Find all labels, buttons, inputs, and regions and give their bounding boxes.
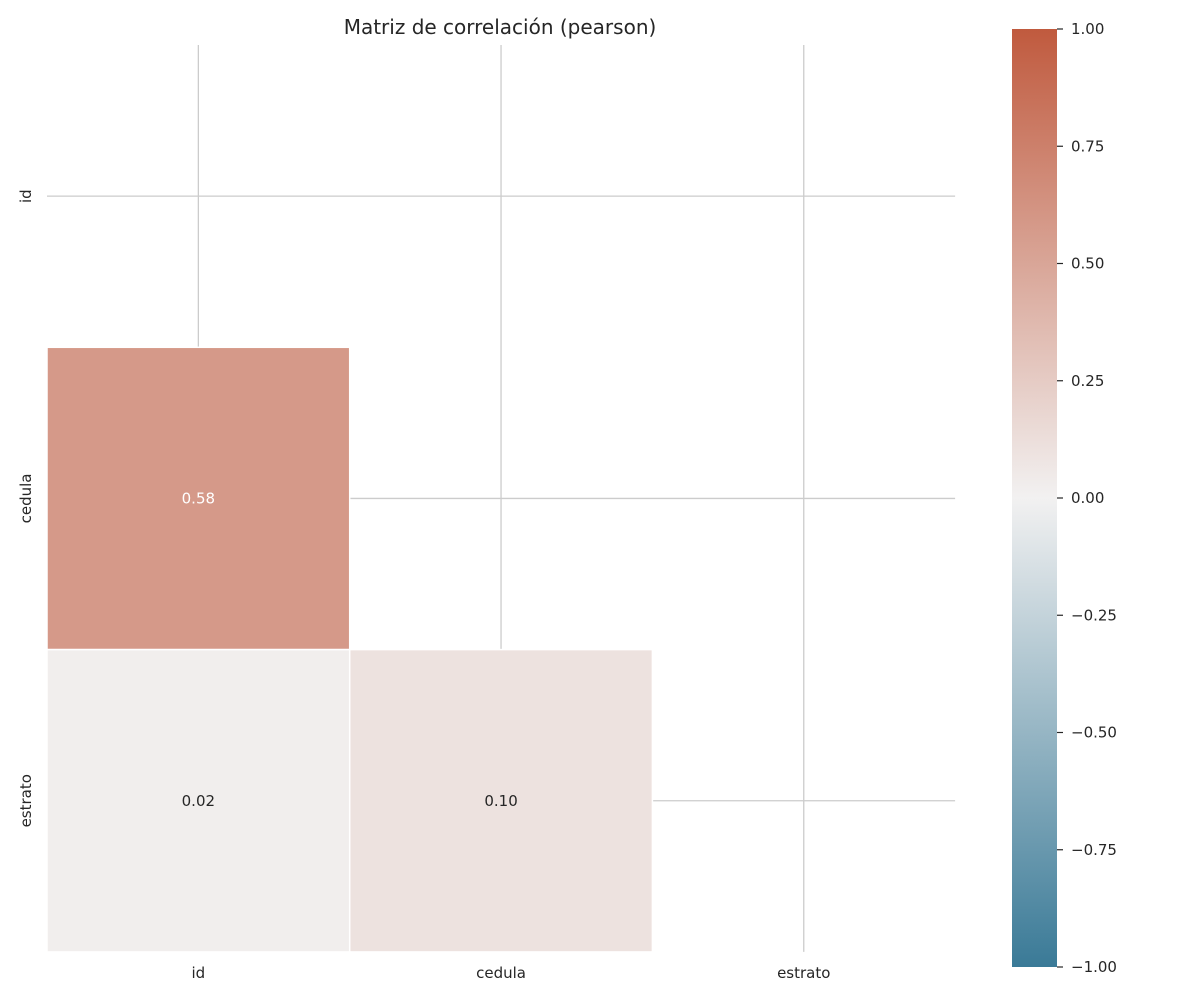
y-tick-label: cedula xyxy=(17,474,35,524)
colorbar-tick-label: 0.50 xyxy=(1071,255,1104,273)
heatmap-cell-label: 0.58 xyxy=(182,489,215,507)
colorbar-tick-label: −0.75 xyxy=(1071,841,1117,859)
heatmap-cell xyxy=(46,346,351,651)
x-tick-label: cedula xyxy=(476,964,526,982)
colorbar-ticks: 1.00 0.75 0.50 0.25 0.00 −0.25 −0.50 −0.75 −1.00 xyxy=(1057,20,1117,976)
x-tick-label: id xyxy=(191,964,205,982)
colorbar-tick-label: 0.00 xyxy=(1071,489,1104,507)
heatmap-cell xyxy=(348,648,654,953)
heatmap-cell-label: 0.10 xyxy=(484,792,517,810)
colorbar-tick-label: 0.25 xyxy=(1071,372,1104,390)
colorbar-tick-label: −1.00 xyxy=(1071,958,1117,976)
colorbar-tick-label: −0.25 xyxy=(1071,606,1117,624)
colorbar-tick-label: 0.75 xyxy=(1071,137,1104,155)
heatmap-cells xyxy=(46,346,654,953)
heatmap-cell-labels: 0.58 0.02 0.10 xyxy=(182,489,518,809)
x-tick-label: estrato xyxy=(777,964,830,982)
colorbar-tick-label: 1.00 xyxy=(1071,20,1104,38)
colorbar-tick-label: −0.50 xyxy=(1071,724,1117,742)
y-tick-labels: id cedula estrato xyxy=(17,189,35,827)
x-tick-labels: id cedula estrato xyxy=(191,964,830,982)
y-tick-label: estrato xyxy=(17,774,35,827)
heatmap-cell-label: 0.02 xyxy=(182,792,215,810)
y-tick-label: id xyxy=(17,189,35,203)
colorbar xyxy=(1012,29,1057,967)
chart-title: Matriz de correlación (pearson) xyxy=(344,15,657,39)
